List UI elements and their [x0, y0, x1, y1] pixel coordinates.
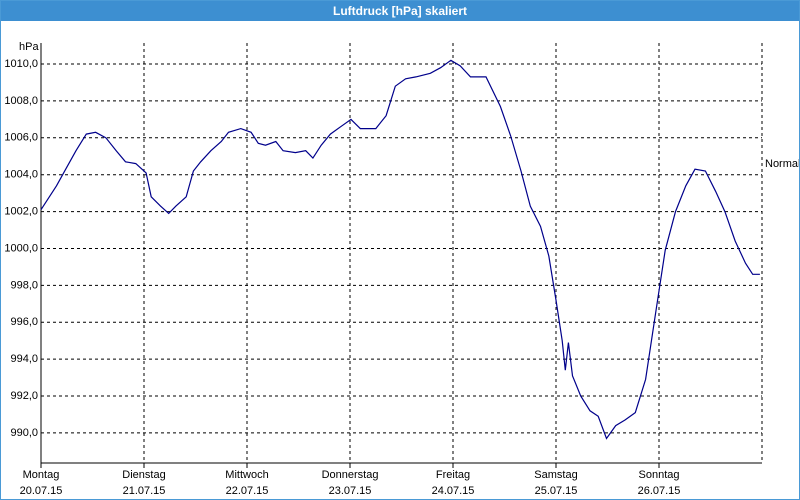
y-unit: hPa: [19, 41, 39, 53]
y-tick-label: 998,0: [10, 279, 38, 291]
x-tick-date: 21.07.15: [123, 485, 166, 497]
x-tick-date: 24.07.15: [432, 485, 475, 497]
x-tick-label: Montag: [23, 469, 60, 481]
x-tick-date: 23.07.15: [329, 485, 372, 497]
x-tick-label: Sonntag: [639, 469, 680, 481]
pressure-line: [40, 59, 760, 440]
window-title: Luftdruck [hPa] skaliert: [1, 1, 799, 21]
y-tick-label: 1000,0: [4, 242, 38, 254]
x-tick-date: 26.07.15: [638, 485, 681, 497]
x-tick-label: Freitag: [436, 469, 470, 481]
x-tick-label: Donnerstag: [322, 469, 379, 481]
x-tick-label: Samstag: [534, 469, 577, 481]
y-tick-label: 1004,0: [4, 169, 38, 181]
x-tick-date: 22.07.15: [226, 485, 269, 497]
x-tick-date: 25.07.15: [535, 485, 578, 497]
y-tick-label: 992,0: [10, 390, 38, 402]
y-tick-label: 990,0: [10, 427, 38, 439]
y-tick-label: 1006,0: [4, 132, 38, 144]
y-tick-label: 996,0: [10, 316, 38, 328]
y-tick-label: 994,0: [10, 353, 38, 365]
x-tick-date: 20.07.15: [20, 485, 63, 497]
y-tick-label: 1008,0: [4, 95, 38, 107]
x-tick-label: Dienstag: [122, 469, 165, 481]
y-tick-label: 1002,0: [4, 205, 38, 217]
y-tick-label: 1010,0: [4, 58, 38, 70]
annotation: Normal: [765, 158, 799, 170]
x-tick-label: Mittwoch: [225, 469, 268, 481]
